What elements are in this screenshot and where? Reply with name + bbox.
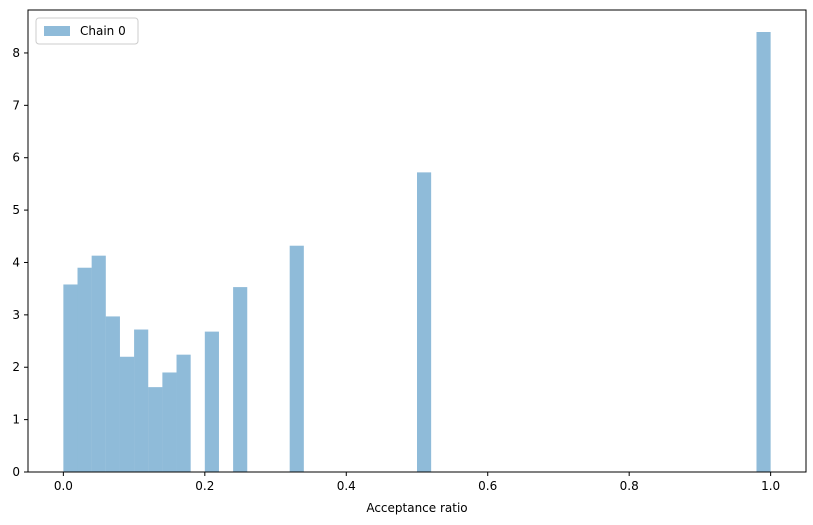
legend: Chain 0 bbox=[35, 17, 139, 45]
y-tick-label: 6 bbox=[12, 151, 20, 165]
x-tick-label: 0.6 bbox=[478, 479, 497, 493]
histogram-bar bbox=[119, 356, 135, 472]
histogram-bar bbox=[148, 387, 163, 472]
histogram-bar bbox=[176, 354, 191, 472]
legend-swatch bbox=[44, 26, 70, 36]
x-tick-label: 0.4 bbox=[337, 479, 356, 493]
y-tick-label: 8 bbox=[12, 46, 20, 60]
x-tick-label: 0.8 bbox=[620, 479, 639, 493]
legend-box bbox=[35, 17, 139, 45]
histogram-bar bbox=[289, 245, 304, 472]
histogram-bar bbox=[417, 172, 432, 472]
histogram-bar bbox=[756, 32, 771, 472]
y-tick-label: 3 bbox=[12, 308, 20, 322]
histogram-bars bbox=[63, 32, 771, 472]
y-tick-label: 0 bbox=[12, 465, 20, 479]
x-axis-ticks: 0.0 0.2 0.4 0.6 0.8 1.0 bbox=[54, 472, 780, 493]
histogram-bar bbox=[233, 287, 248, 472]
histogram-bar bbox=[77, 267, 92, 472]
histogram-bar bbox=[134, 329, 149, 472]
x-axis-label: Acceptance ratio bbox=[366, 501, 467, 515]
y-tick-label: 5 bbox=[12, 203, 20, 217]
histogram-bar bbox=[63, 284, 78, 472]
legend-label-chain-0: Chain 0 bbox=[80, 24, 126, 38]
histogram-bar bbox=[105, 316, 120, 472]
histogram-bar bbox=[162, 372, 177, 472]
histogram-bar bbox=[204, 331, 219, 472]
y-tick-label: 1 bbox=[12, 413, 20, 427]
plot-frame bbox=[27, 9, 807, 473]
x-tick-label: 1.0 bbox=[761, 479, 780, 493]
y-tick-label: 2 bbox=[12, 360, 20, 374]
y-tick-label: 4 bbox=[12, 255, 20, 269]
y-tick-label: 7 bbox=[12, 98, 20, 112]
histogram-bar bbox=[91, 255, 106, 472]
x-tick-label: 0.0 bbox=[54, 479, 73, 493]
x-tick-label: 0.2 bbox=[195, 479, 214, 493]
y-axis-ticks: 0 1 2 3 4 5 6 7 8 bbox=[12, 46, 28, 479]
